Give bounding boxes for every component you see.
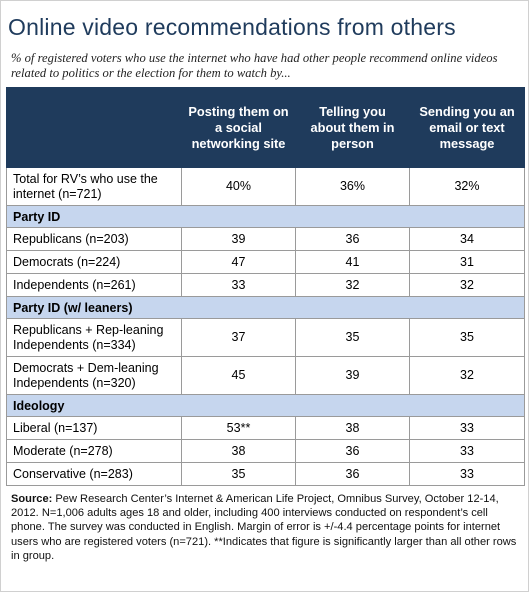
value-cell: 36 [295, 439, 410, 463]
value-cell: 37 [181, 318, 296, 357]
table-row: Independents (n=261) 33 32 32 [6, 273, 525, 297]
value-cell: 33 [409, 462, 525, 486]
table-row: Democrats (n=224) 47 41 31 [6, 250, 525, 274]
table-row: Democrats + Dem-leaning Independents (n=… [6, 356, 525, 395]
header-cell-email: Sending you an email or text message [409, 87, 525, 168]
source-label: Source: [11, 493, 53, 505]
page-title: Online video recommendations from others [8, 14, 456, 40]
row-label: Democrats (n=224) [6, 250, 182, 274]
value-cell: 38 [295, 416, 410, 440]
table-body: Total for RV’s who use the internet (n=7… [6, 167, 525, 486]
group-label: Party ID (w/ leaners) [6, 296, 525, 319]
row-label: Republicans + Rep-leaning Independents (… [6, 318, 182, 357]
value-cell: 33 [409, 416, 525, 440]
value-cell: 36 [295, 462, 410, 486]
value-cell: 32% [409, 167, 525, 206]
row-label: Conservative (n=283) [6, 462, 182, 486]
value-cell: 36 [295, 227, 410, 251]
value-cell: 39 [295, 356, 410, 395]
table-row: Republicans (n=203) 39 36 34 [6, 227, 525, 251]
row-label: Republicans (n=203) [6, 227, 182, 251]
subtitle: % of registered voters who use the inter… [11, 51, 498, 80]
group-row: Ideology [6, 394, 525, 417]
group-label: Party ID [6, 205, 525, 228]
value-cell: 31 [409, 250, 525, 274]
value-cell: 39 [181, 227, 296, 251]
value-cell: 41 [295, 250, 410, 274]
value-cell: 32 [409, 273, 525, 297]
row-label: Independents (n=261) [6, 273, 182, 297]
value-cell: 35 [295, 318, 410, 357]
value-cell: 47 [181, 250, 296, 274]
row-label: Liberal (n=137) [6, 416, 182, 440]
value-cell: 36% [295, 167, 410, 206]
table-row: Liberal (n=137) 53** 38 33 [6, 416, 525, 440]
value-cell: 45 [181, 356, 296, 395]
row-label: Moderate (n=278) [6, 439, 182, 463]
value-cell: 53** [181, 416, 296, 440]
table-row: Moderate (n=278) 38 36 33 [6, 439, 525, 463]
group-row: Party ID [6, 205, 525, 228]
source-text: Pew Research Center’s Internet & America… [11, 493, 517, 562]
source-note: Source: Pew Research Center’s Internet &… [11, 492, 517, 563]
value-cell: 34 [409, 227, 525, 251]
header-cell-corner [6, 87, 182, 168]
value-cell: 35 [409, 318, 525, 357]
table-row: Conservative (n=283) 35 36 33 [6, 462, 525, 486]
header-row: Posting them on a social networking site… [6, 87, 525, 168]
value-cell: 33 [409, 439, 525, 463]
table-row: Republicans + Rep-leaning Independents (… [6, 318, 525, 357]
table-row: Total for RV’s who use the internet (n=7… [6, 167, 525, 206]
group-label: Ideology [6, 394, 525, 417]
row-label: Democrats + Dem-leaning Independents (n=… [6, 356, 182, 395]
data-table: Posting them on a social networking site… [6, 87, 525, 486]
value-cell: 33 [181, 273, 296, 297]
row-label: Total for RV’s who use the internet (n=7… [6, 167, 182, 206]
value-cell: 32 [295, 273, 410, 297]
header-cell-social: Posting them on a social networking site [181, 87, 296, 168]
group-row: Party ID (w/ leaners) [6, 296, 525, 319]
value-cell: 38 [181, 439, 296, 463]
value-cell: 40% [181, 167, 296, 206]
value-cell: 32 [409, 356, 525, 395]
value-cell: 35 [181, 462, 296, 486]
header-cell-in-person: Telling you about them in person [295, 87, 410, 168]
